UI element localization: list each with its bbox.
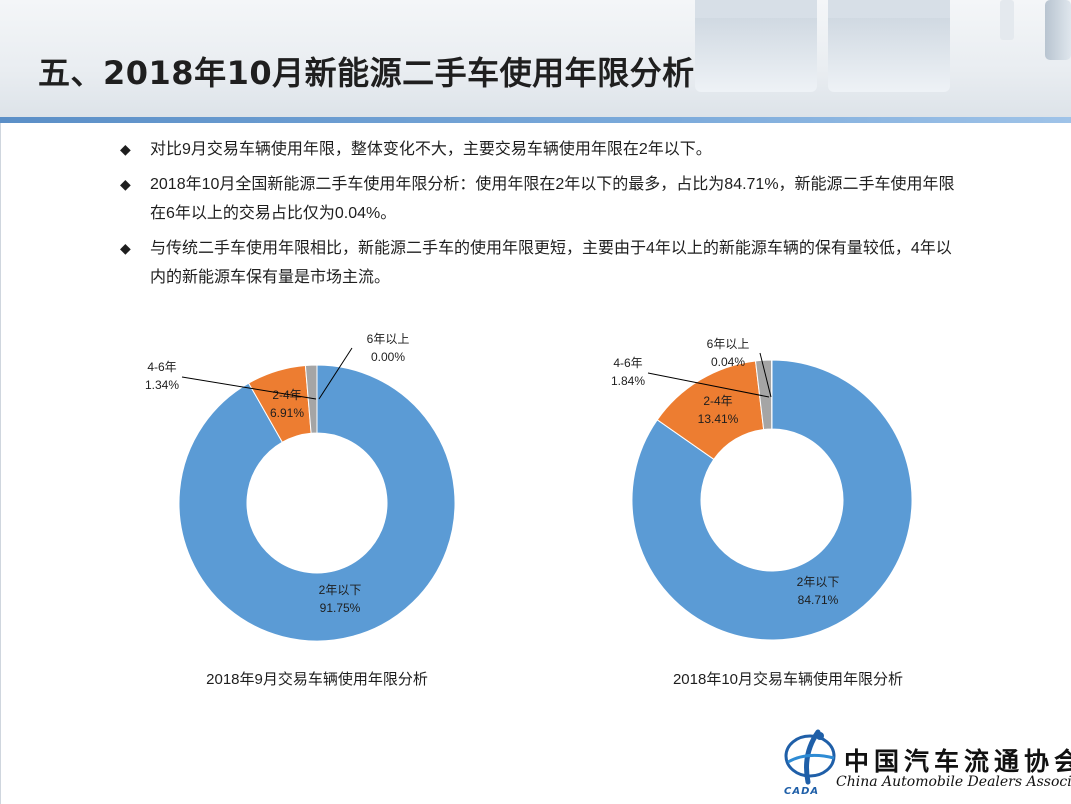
cada-logo: CADA 中国汽车流通协会 China Automobile Dealers A…: [778, 728, 1071, 800]
left-border: [0, 123, 1, 804]
bullet-item: ◆ 2018年10月全国新能源二手车使用年限分析：使用年限在2年以下的最多，占比为…: [120, 170, 960, 228]
logo-abbreviation: CADA: [784, 786, 820, 797]
slice-value-under-2y: 91.75%: [320, 601, 361, 615]
slice-value-2-4y: 6.91%: [270, 406, 304, 420]
slice-value-2-4y: 13.41%: [698, 412, 739, 426]
slice-label-under-2y: 2年以下: [319, 583, 362, 597]
leader-line-4-6y: [181, 376, 317, 400]
bullet-text: 与传统二手车使用年限相比，新能源二手车的使用年限更短，主要由于4年以上的新能源车…: [150, 240, 952, 286]
leader-line-over-6y: [318, 347, 353, 400]
diamond-bullet-icon: ◆: [120, 176, 131, 192]
header-divider: [0, 117, 1071, 123]
slice-label-4-6y: 4-6年: [147, 360, 176, 374]
slice-value-4-6y: 1.84%: [611, 374, 645, 388]
slice-value-4-6y: 1.34%: [145, 378, 179, 392]
header-decoration: [695, 0, 1071, 92]
donut-slice-4-6y: [304, 364, 318, 434]
bullet-item: ◆ 对比9月交易车辆使用年限，整体变化不大，主要交易车辆使用年限在2年以下。: [120, 135, 960, 164]
slice-value-under-2y: 84.71%: [798, 593, 839, 607]
chart-title-october: 2018年10月交易车辆使用年限分析: [672, 671, 904, 688]
bullet-text: 2018年10月全国新能源二手车使用年限分析：使用年限在2年以下的最多，占比为8…: [150, 176, 955, 222]
diamond-bullet-icon: ◆: [120, 141, 131, 157]
slice-label-under-2y: 2年以下: [797, 575, 840, 589]
logo-name-cn: 中国汽车流通协会: [844, 747, 1071, 776]
slice-label-2-4y: 2-4年: [703, 394, 732, 408]
page-title: 五、2018年10月新能源二手车使用年限分析: [38, 54, 695, 92]
chart-title-september: 2018年9月交易车辆使用年限分析: [206, 671, 428, 688]
leader-line-over-6y: [759, 352, 772, 398]
bullet-text: 对比9月交易车辆使用年限，整体变化不大，主要交易车辆使用年限在2年以下。: [150, 141, 712, 158]
slice-label-2-4y: 2-4年: [272, 388, 301, 402]
slice-label-over-6y: 6年以上: [707, 337, 750, 351]
slice-value-over-6y: 0.00%: [371, 350, 405, 364]
slice-value-over-6y: 0.04%: [711, 355, 745, 369]
logo-name-en: China Automobile Dealers Association: [836, 774, 1071, 790]
cada-emblem-icon: [784, 729, 836, 785]
slice-label-4-6y: 4-6年: [613, 356, 642, 370]
donut-slice-under-2y: [178, 364, 456, 642]
leader-line-4-6y: [647, 372, 770, 398]
donut-slice-under-2y: [631, 359, 913, 641]
bullet-item: ◆ 与传统二手车使用年限相比，新能源二手车的使用年限更短，主要由于4年以上的新能源…: [120, 234, 960, 292]
slice-label-over-6y: 6年以上: [367, 332, 410, 346]
bullet-list: ◆ 对比9月交易车辆使用年限，整体变化不大，主要交易车辆使用年限在2年以下。 ◆ 2…: [120, 135, 960, 298]
diamond-bullet-icon: ◆: [120, 240, 131, 256]
